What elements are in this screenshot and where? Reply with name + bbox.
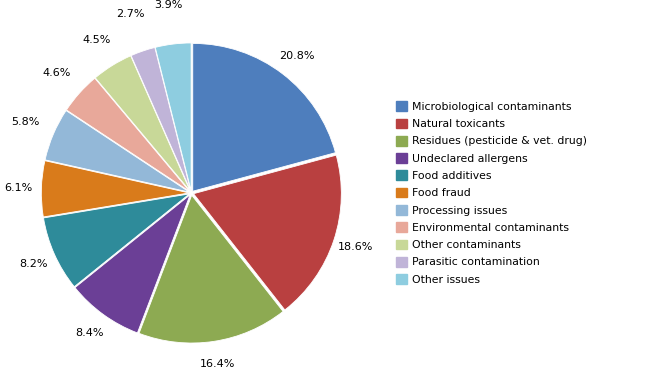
Wedge shape [44, 194, 189, 287]
Wedge shape [67, 78, 189, 191]
Text: 6.1%: 6.1% [5, 183, 32, 193]
Wedge shape [155, 43, 191, 191]
Wedge shape [131, 47, 191, 191]
Text: 4.5%: 4.5% [82, 35, 110, 45]
Text: 8.4%: 8.4% [75, 328, 104, 338]
Wedge shape [45, 110, 189, 192]
Wedge shape [193, 43, 335, 191]
Wedge shape [42, 161, 189, 217]
Text: 3.9%: 3.9% [154, 0, 182, 10]
Wedge shape [139, 195, 283, 343]
Text: 4.6%: 4.6% [43, 68, 71, 78]
Wedge shape [75, 195, 190, 333]
Text: 8.2%: 8.2% [19, 259, 48, 269]
Wedge shape [95, 56, 190, 191]
Text: 20.8%: 20.8% [279, 51, 314, 61]
Legend: Microbiological contaminants, Natural toxicants, Residues (pesticide & vet. drug: Microbiological contaminants, Natural to… [396, 102, 587, 284]
Text: 16.4%: 16.4% [200, 359, 235, 369]
Text: 5.8%: 5.8% [11, 117, 40, 127]
Text: 18.6%: 18.6% [338, 242, 374, 252]
Wedge shape [193, 155, 341, 310]
Text: 2.7%: 2.7% [116, 9, 145, 19]
